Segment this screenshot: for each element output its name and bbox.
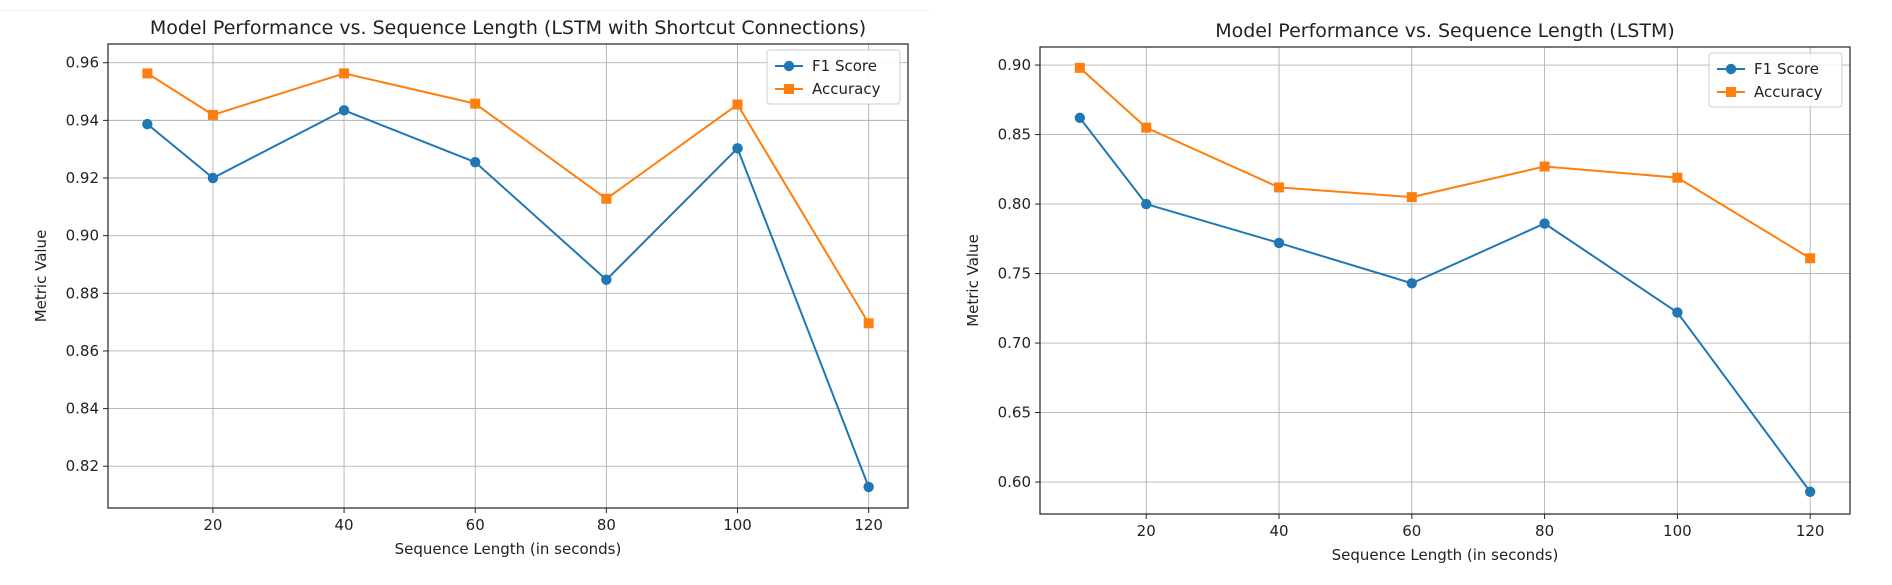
series-line-0: [1079, 117, 1811, 493]
series-line-0: [146, 109, 870, 488]
x-tick-label: 40: [1269, 522, 1288, 540]
x-tick-label: 120: [854, 516, 883, 534]
f1-score-point: [1539, 218, 1550, 229]
y-tick-label: 0.94: [66, 111, 99, 129]
y-tick-label: 0.60: [998, 473, 1031, 491]
y-tick-label: 0.88: [66, 284, 99, 302]
chart-lstm-shortcut: 20 40 60 80 100 120 0.82 0.84 0.86 0.88 0.90 0.92 0.…: [32, 17, 909, 558]
y-tick-label: 0.65: [998, 404, 1031, 422]
accuracy-point: [601, 193, 612, 204]
accuracy-point: [1406, 192, 1417, 203]
x-axis-label: Sequence Length (in seconds): [1332, 546, 1559, 564]
f1-score-point: [1672, 307, 1683, 318]
accuracy-point: [1274, 182, 1285, 193]
y-axis-label: Metric Value: [964, 234, 982, 327]
legend-label: Accuracy: [812, 80, 881, 98]
f1-score-point: [601, 274, 612, 285]
f1-score-point: [142, 118, 153, 130]
accuracy-point: [732, 99, 743, 110]
x-tick-label: 20: [203, 516, 222, 534]
legend-label: F1 Score: [812, 57, 877, 75]
y-tick-label: 0.84: [66, 400, 99, 418]
f1-score-point: [1141, 198, 1152, 210]
accuracy-point: [863, 318, 874, 329]
chart-lstm: 20 40 60 80 100 120 0.60 0.65 0.70 0.75 0.80 0.85 0.…: [964, 20, 1851, 564]
x-tick-label: 100: [1663, 522, 1692, 540]
x-tick-label: 100: [723, 516, 752, 534]
f1-score-point: [1804, 486, 1816, 497]
y-tick-label: 0.90: [998, 56, 1031, 74]
top-divider: [0, 10, 930, 11]
x-tick-label: 60: [466, 516, 485, 534]
series-line-1: [146, 72, 870, 324]
legend-box: [1708, 52, 1843, 108]
f1-score-point: [1273, 237, 1285, 249]
x-tick-label: 20: [1137, 522, 1156, 540]
legend-box: [766, 49, 901, 105]
y-tick-label: 0.85: [998, 126, 1031, 144]
accuracy-point: [1074, 62, 1085, 73]
f1-score-point: [207, 172, 219, 184]
legend-marker-circle: [783, 60, 795, 72]
y-tick-label: 0.75: [998, 265, 1031, 283]
accuracy-point: [1539, 161, 1550, 172]
x-tick-label: 80: [1535, 522, 1554, 540]
legend-label: Accuracy: [1754, 83, 1823, 101]
legend-label: F1 Score: [1754, 60, 1819, 78]
f1-score-point: [470, 156, 481, 168]
y-tick-label: 0.80: [998, 195, 1031, 213]
x-tick-label: 80: [597, 516, 616, 534]
accuracy-point: [142, 68, 153, 79]
accuracy-point: [339, 68, 350, 79]
x-tick-label: 60: [1402, 522, 1421, 540]
accuracy-point: [207, 109, 218, 120]
x-tick-label: 40: [335, 516, 354, 534]
legend-marker-circle: [1725, 63, 1737, 75]
y-axis-label: Metric Value: [32, 230, 50, 323]
accuracy-point: [1672, 172, 1683, 183]
accuracy-point: [1805, 253, 1816, 264]
chart-title: Model Performance vs. Sequence Length (L…: [150, 17, 866, 39]
legend-marker-square: [1726, 87, 1736, 97]
x-tick-label: 120: [1796, 522, 1825, 540]
y-tick-label: 0.92: [66, 169, 99, 187]
y-tick-label: 0.86: [66, 342, 99, 360]
y-tick-label: 0.96: [66, 54, 99, 72]
accuracy-point: [1141, 122, 1152, 133]
series-line-1: [1079, 67, 1811, 260]
f1-score-point: [1406, 278, 1418, 289]
y-tick-label: 0.70: [998, 334, 1031, 352]
accuracy-point: [470, 98, 481, 109]
plot-frame: [107, 43, 909, 509]
plot-frame: [1039, 46, 1851, 515]
f1-score-point: [863, 481, 874, 493]
f1-score-point: [732, 143, 743, 154]
x-axis-label: Sequence Length (in seconds): [395, 540, 622, 558]
y-tick-label: 0.90: [66, 227, 99, 245]
f1-score-point: [338, 105, 350, 116]
f1-score-point: [1074, 112, 1086, 124]
y-tick-label: 0.82: [66, 457, 99, 475]
legend-marker-square: [784, 84, 794, 94]
chart-title: Model Performance vs. Sequence Length (L…: [1215, 20, 1675, 42]
